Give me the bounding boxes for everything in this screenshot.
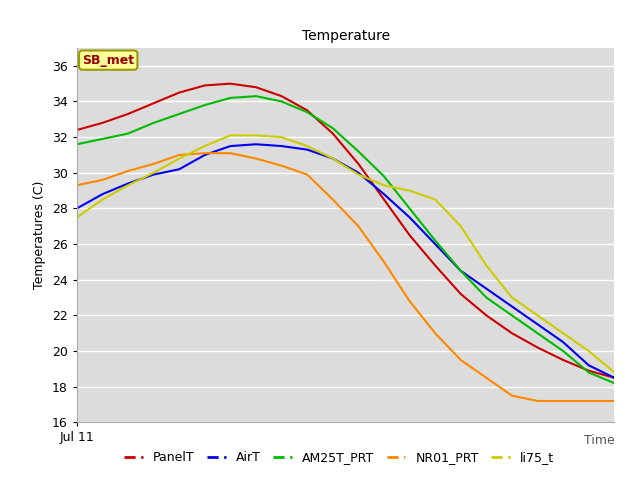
Text: SB_met: SB_met [82, 54, 134, 67]
Legend: PanelT, AirT, AM25T_PRT, NR01_PRT, li75_t: PanelT, AirT, AM25T_PRT, NR01_PRT, li75_… [119, 446, 559, 469]
Y-axis label: Temperatures (C): Temperatures (C) [33, 181, 46, 289]
Title: Temperature: Temperature [301, 29, 390, 43]
Text: Time: Time [584, 434, 614, 447]
